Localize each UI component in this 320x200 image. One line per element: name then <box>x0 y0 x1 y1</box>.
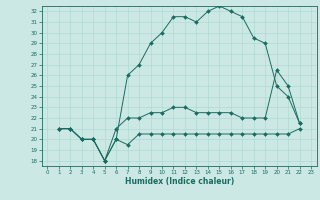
X-axis label: Humidex (Indice chaleur): Humidex (Indice chaleur) <box>124 177 234 186</box>
